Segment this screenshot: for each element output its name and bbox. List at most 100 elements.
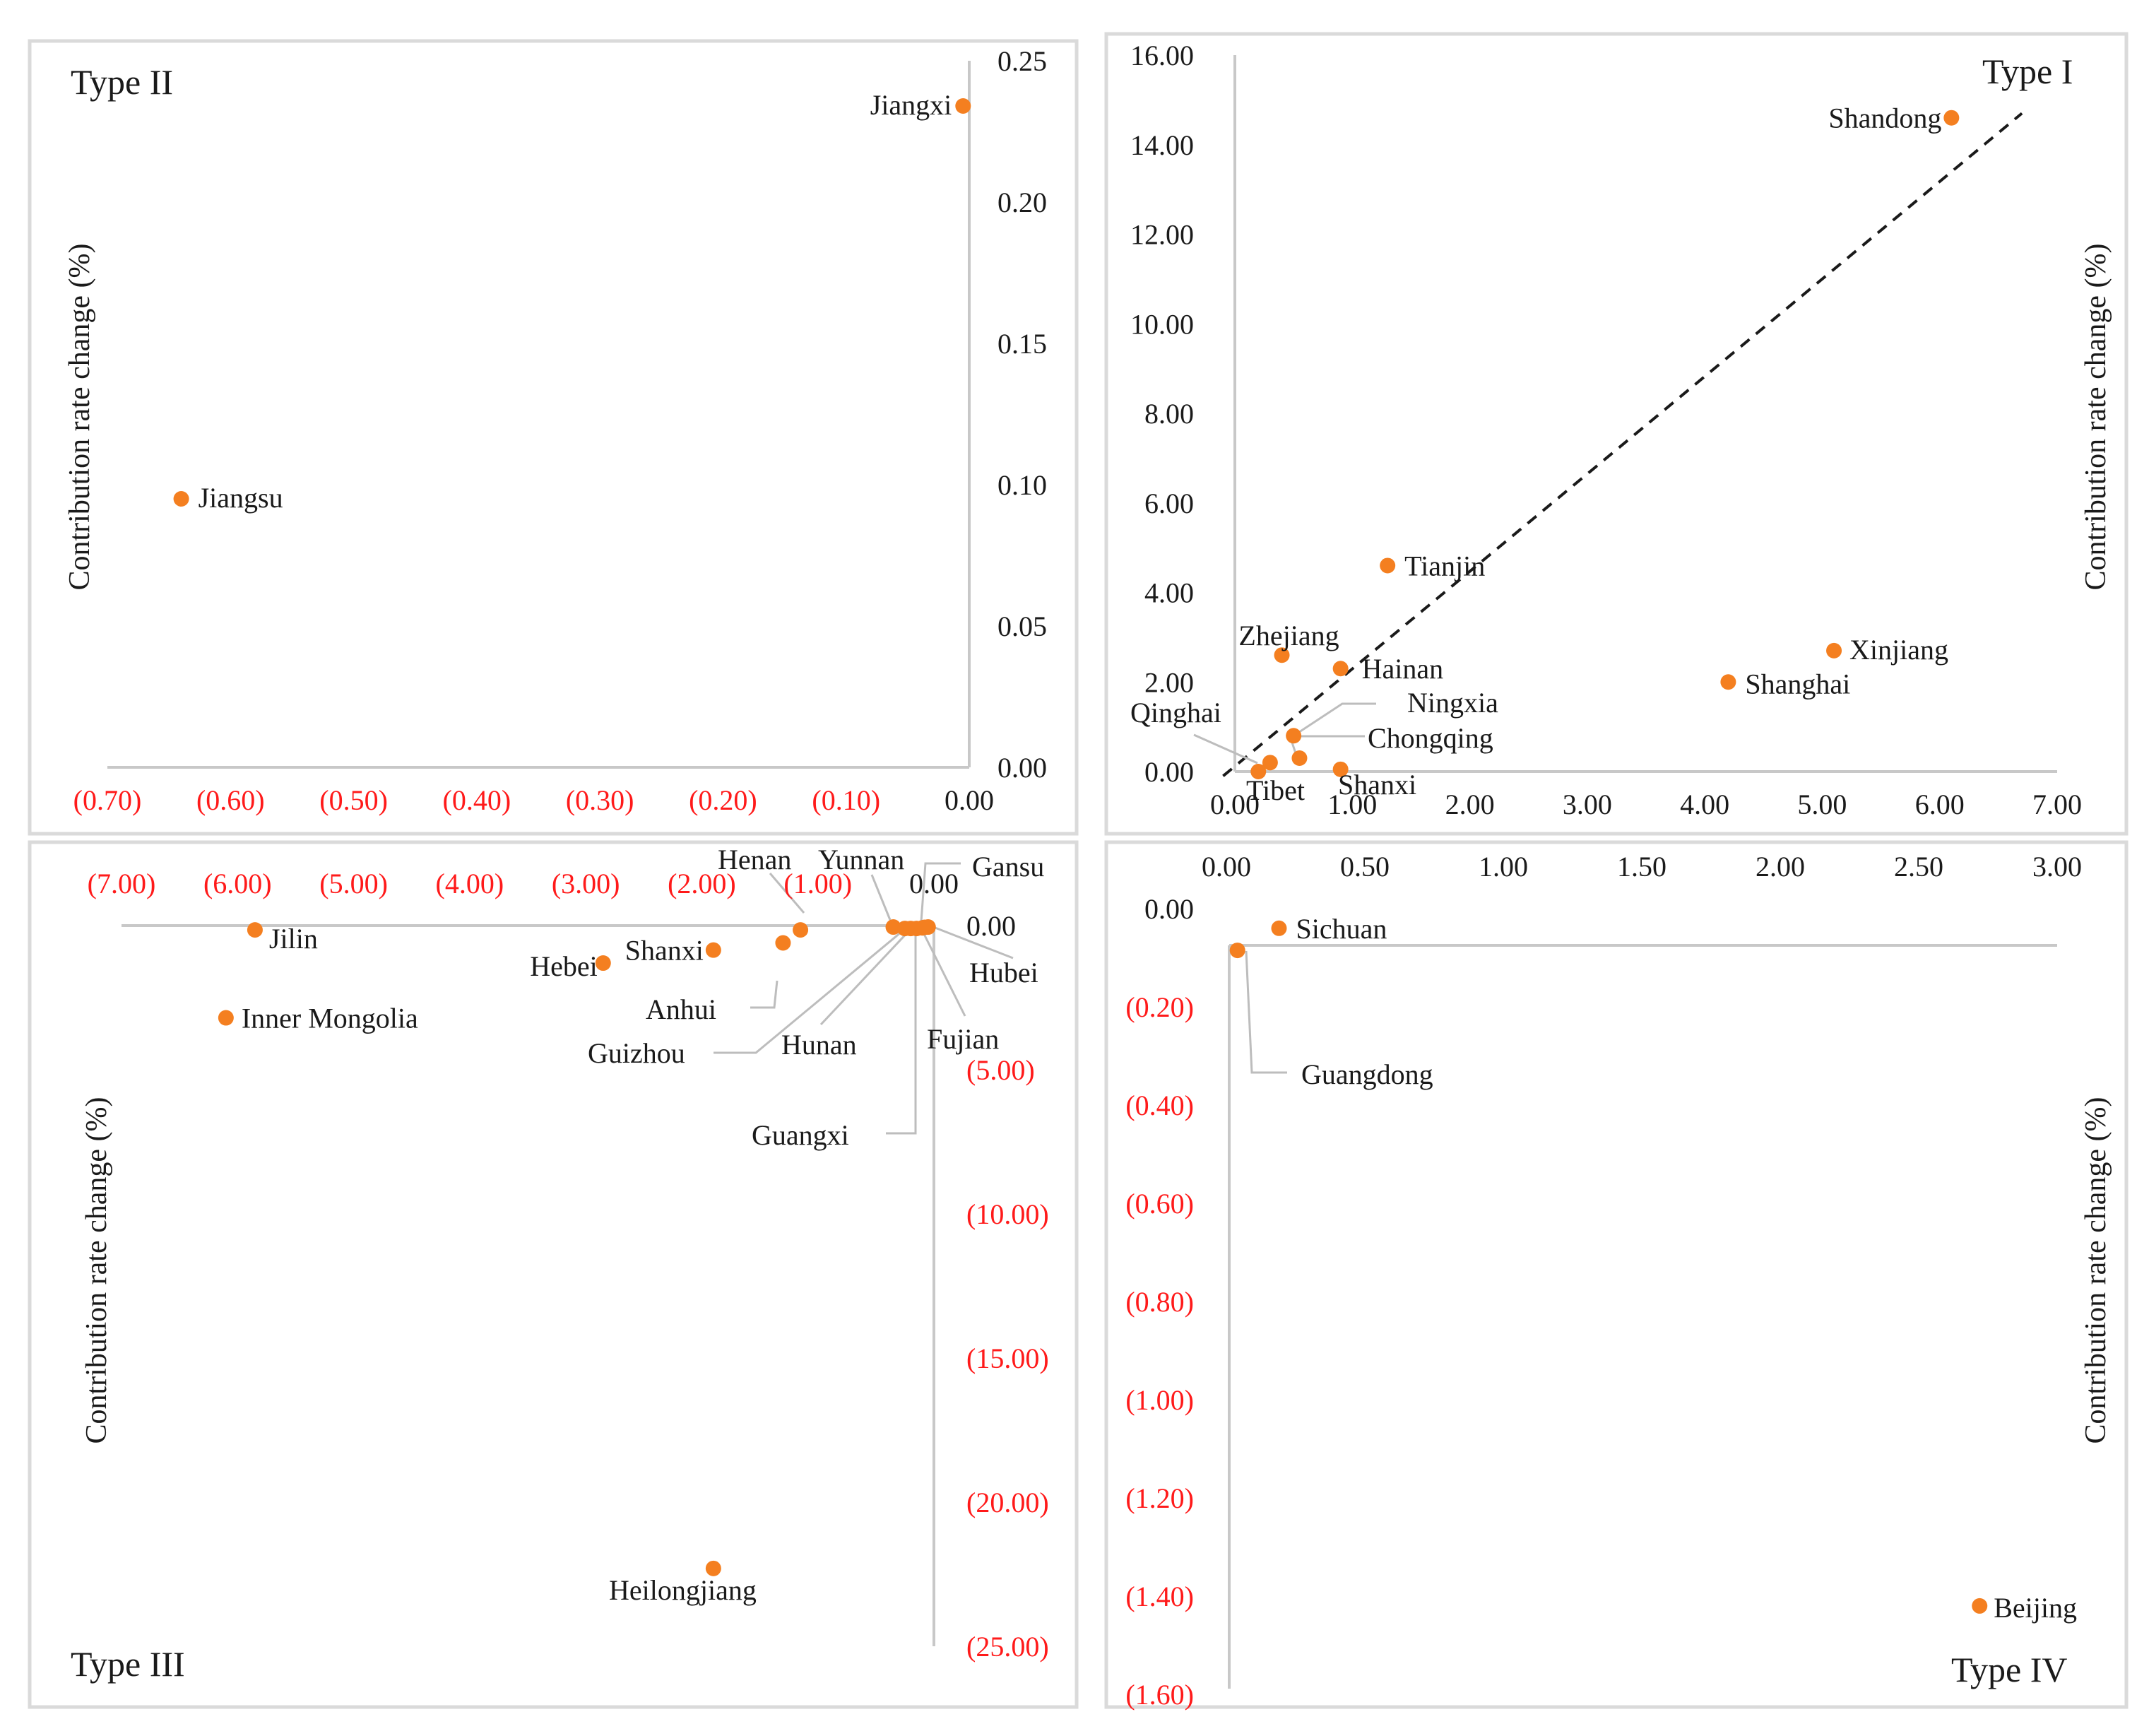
data-point-xinjiang — [1826, 642, 1842, 659]
leader-line-ningxia — [1288, 702, 1376, 740]
y-tick-label: 6.00 — [1144, 488, 1194, 519]
point-label-hubei: Hubei — [969, 957, 1038, 988]
x-tick-label: (4.00) — [436, 868, 504, 899]
trendline — [1222, 112, 2023, 777]
x-tick-label: 4.00 — [1680, 789, 1729, 820]
y-tick-label: (5.00) — [966, 1054, 1035, 1086]
point-label-qinghai: Qinghai — [1130, 697, 1221, 728]
y-tick-label: 0.00 — [1144, 756, 1194, 788]
data-point-sichuan — [1271, 920, 1287, 936]
data-point-yunnan — [885, 919, 901, 935]
point-label-ningxia: Ningxia — [1407, 687, 1498, 719]
y-tick-label: 0.00 — [1144, 893, 1194, 925]
x-tick-label: 6.00 — [1915, 789, 1965, 820]
point-label-hunan: Hunan — [781, 1029, 857, 1061]
point-label-guangdong: Guangdong — [1301, 1058, 1433, 1090]
y-tick-label: 16.00 — [1130, 40, 1194, 71]
y-axis-label: Contribution rate change (%) — [2080, 1097, 2112, 1444]
panel-frame-type-iv — [1104, 840, 2129, 1709]
point-label-hebei: Hebei — [530, 950, 598, 982]
y-tick-label: 8.00 — [1144, 398, 1194, 430]
data-point-tibet — [1250, 764, 1267, 779]
data-point-anhui — [775, 935, 791, 951]
data-point-tianjin — [1380, 557, 1396, 574]
leader-line-qinghai — [1193, 733, 1258, 764]
x-tick-label: 5.00 — [1797, 789, 1847, 820]
point-label-guizhou: Guizhou — [588, 1037, 685, 1069]
panel-frame-type-i — [1104, 32, 2129, 836]
x-tick-label: (0.70) — [73, 784, 142, 816]
y-tick-label: (10.00) — [966, 1198, 1049, 1230]
data-point-jiangxi — [955, 98, 971, 114]
x-tick-label: 7.00 — [2032, 789, 2082, 820]
x-tick-label: (0.50) — [319, 784, 388, 816]
point-label-chongqing: Chongqing — [1368, 722, 1493, 754]
point-label-shandong: Shandong — [1828, 102, 1941, 134]
y-tick-label: (1.00) — [1125, 1384, 1194, 1416]
y-tick-label: (0.20) — [1125, 991, 1194, 1023]
y-axis-label: Contribution rate change (%) — [64, 244, 96, 591]
x-tick-label: 1.00 — [1327, 789, 1377, 820]
x-tick-label: 0.00 — [1210, 789, 1260, 820]
x-tick-label: (0.10) — [812, 784, 880, 816]
x-tick-label: (6.00) — [203, 868, 272, 899]
x-tick-label: 0.00 — [1202, 851, 1251, 882]
y-tick-label: (1.40) — [1125, 1581, 1194, 1612]
x-tick-label: 2.00 — [1756, 851, 1805, 882]
data-point-shanxi — [1332, 761, 1349, 777]
data-point-zhejiang — [1274, 647, 1290, 663]
x-tick-label: 2.50 — [1894, 851, 1943, 882]
point-label-sichuan: Sichuan — [1296, 913, 1387, 945]
point-label-shanxi: Shanxi — [625, 935, 704, 967]
x-tick-label: (2.00) — [668, 868, 736, 899]
x-tick-label: (0.40) — [443, 784, 511, 816]
panel-type-i: 0.00 1.00 2.00 3.00 4.00 5.00 6.00 7.00 0.00 2.00… — [1130, 40, 2112, 820]
y-tick-label: 0.20 — [997, 187, 1047, 218]
point-label-jilin: Jilin — [269, 923, 318, 955]
y-tick-label: (0.40) — [1125, 1090, 1194, 1121]
y-tick-label: 12.00 — [1130, 219, 1194, 251]
panel-type-iii: (7.00) (6.00) (5.00) (4.00) (3.00) (2.00) (1.0… — [71, 844, 1049, 1684]
y-tick-label: (1.20) — [1125, 1482, 1194, 1514]
leader-line-guizhou — [714, 927, 906, 1054]
point-label-shanxi: Shanxi — [1338, 769, 1416, 801]
x-tick-label: (7.00) — [88, 868, 156, 899]
leader-line-guangxi — [886, 928, 917, 1135]
data-point-shanxi — [705, 942, 721, 958]
leader-line-anhui — [750, 980, 779, 1009]
point-label-jiangsu: Jiangsu — [199, 482, 283, 514]
data-point-heilongjiang — [705, 1560, 721, 1576]
data-point-hubei — [916, 919, 933, 935]
x-tick-label: 3.00 — [2032, 851, 2082, 882]
leader-line-henan — [769, 873, 805, 914]
y-tick-label: 0.10 — [997, 469, 1047, 501]
y-tick-label: 10.00 — [1130, 308, 1194, 340]
point-label-fujian: Fujian — [927, 1023, 999, 1055]
panel-title: Type I — [1982, 52, 2073, 91]
y-axis-label: Contribution rate change (%) — [2080, 244, 2112, 591]
x-tick-label: 1.50 — [1617, 851, 1666, 882]
point-label-shanghai: Shanghai — [1745, 668, 1850, 699]
y-tick-label: 14.00 — [1130, 129, 1194, 161]
point-label-henan: Henan — [718, 844, 791, 875]
y-tick-label: 0.05 — [997, 610, 1047, 642]
data-point-jiangsu — [173, 491, 189, 507]
data-point-inner-mongolia — [218, 1010, 234, 1026]
point-label-guangxi: Guangxi — [752, 1119, 849, 1151]
data-point-hainan — [1332, 661, 1349, 677]
x-tick-label: 1.00 — [1479, 851, 1528, 882]
point-label-tianjin: Tianjin — [1404, 550, 1485, 581]
point-label-anhui: Anhui — [646, 993, 716, 1025]
point-label-gansu: Gansu — [972, 851, 1044, 882]
point-label-hainan: Hainan — [1362, 653, 1444, 685]
x-tick-label: 0.00 — [945, 784, 994, 816]
data-point-ningxia — [1286, 728, 1302, 744]
data-point-beijing — [1972, 1598, 1988, 1614]
data-point-shandong — [1943, 110, 1960, 126]
data-point-hebei — [595, 955, 611, 972]
panel-title: Type II — [71, 62, 173, 102]
data-point-shanghai — [1720, 674, 1736, 690]
leader-line-hunan — [819, 927, 913, 1026]
y-tick-label: (0.60) — [1125, 1188, 1194, 1220]
data-point-guangdong — [1229, 943, 1245, 959]
